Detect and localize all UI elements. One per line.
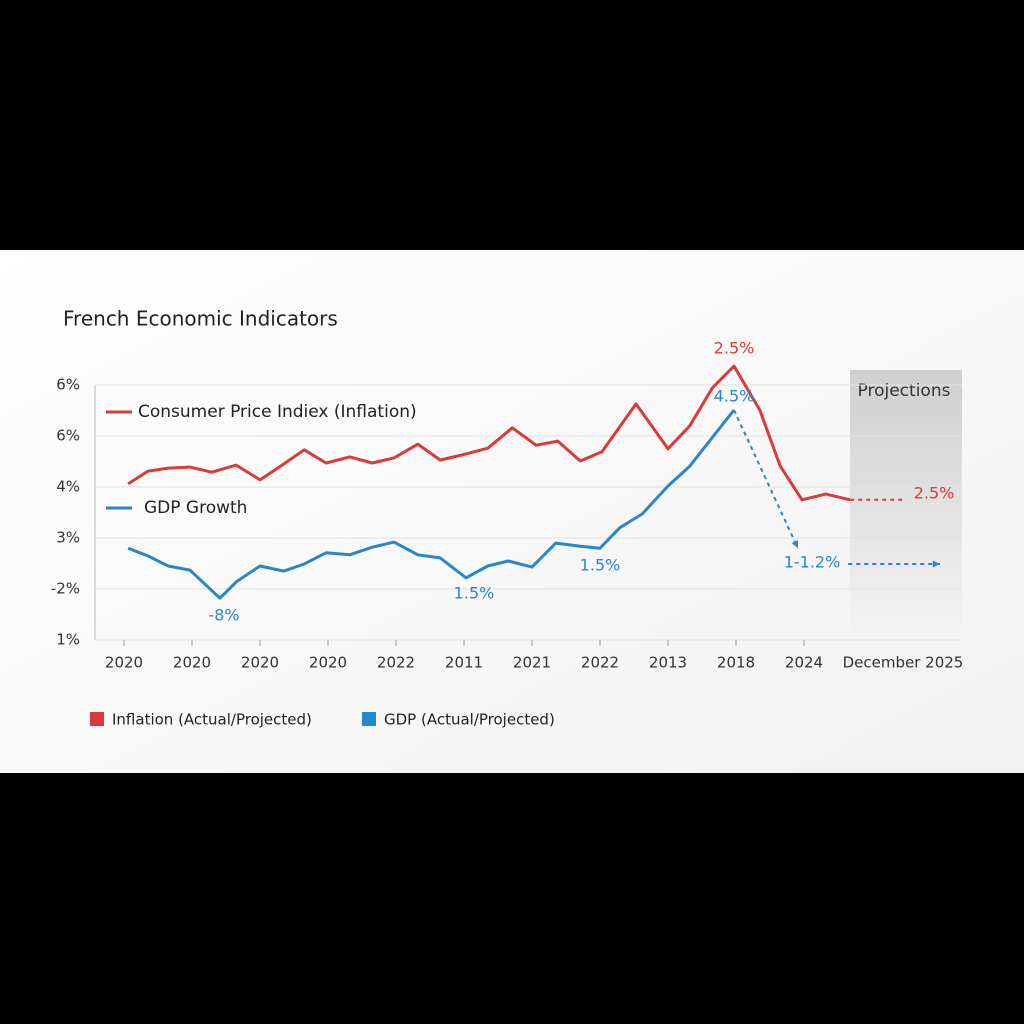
projection-label: Projections: [858, 381, 951, 401]
y-tick-label: 4%: [56, 478, 80, 496]
x-tick-label: 2011: [445, 654, 483, 672]
x-tick-label: 2020: [309, 654, 347, 672]
series-line: [127, 409, 736, 600]
chart-title: French Economic Indicators: [63, 307, 338, 331]
y-tick-label: 6%: [56, 376, 80, 394]
annotation: -8%: [208, 606, 239, 625]
y-tick-label: 3%: [56, 529, 80, 547]
annotation: 1.5%: [454, 584, 495, 603]
legend-label: GDP Growth: [144, 498, 247, 518]
x-tick-label: 2024: [785, 654, 823, 672]
annotation: 1-1.2%: [784, 553, 841, 572]
annotation: 2.5%: [914, 484, 955, 503]
legend-swatch: [90, 712, 104, 726]
x-tick-label: December 2025: [843, 654, 964, 672]
x-tick-label: 2022: [581, 654, 619, 672]
x-tick-label: 2020: [241, 654, 279, 672]
x-tick-label: 2020: [173, 654, 211, 672]
projection-line: [733, 409, 799, 549]
y-tick-label: -2%: [51, 580, 80, 598]
y-tick-label: 6%: [56, 427, 80, 445]
legend-label: Inflation (Actual/Projected): [112, 711, 312, 729]
x-tick-label: 2022: [377, 654, 415, 672]
x-tick-label: 2018: [717, 654, 755, 672]
series-line: [127, 364, 851, 502]
annotation: 2.5%: [714, 339, 755, 358]
legend-label: GDP (Actual/Projected): [384, 711, 555, 729]
arrow-head: [932, 560, 940, 568]
arrow-head: [791, 540, 799, 549]
x-tick-label: 2013: [649, 654, 687, 672]
projection-region: [850, 370, 962, 640]
legend-swatch: [362, 712, 376, 726]
x-tick-label: 2021: [513, 654, 551, 672]
legend-label: Consumer Price Indiex (Inflation): [138, 402, 417, 422]
x-tick-label: 2020: [105, 654, 143, 672]
y-tick-label: 1%: [56, 631, 80, 649]
annotation: 4.5%: [714, 387, 755, 406]
annotation: 1.5%: [580, 556, 621, 575]
